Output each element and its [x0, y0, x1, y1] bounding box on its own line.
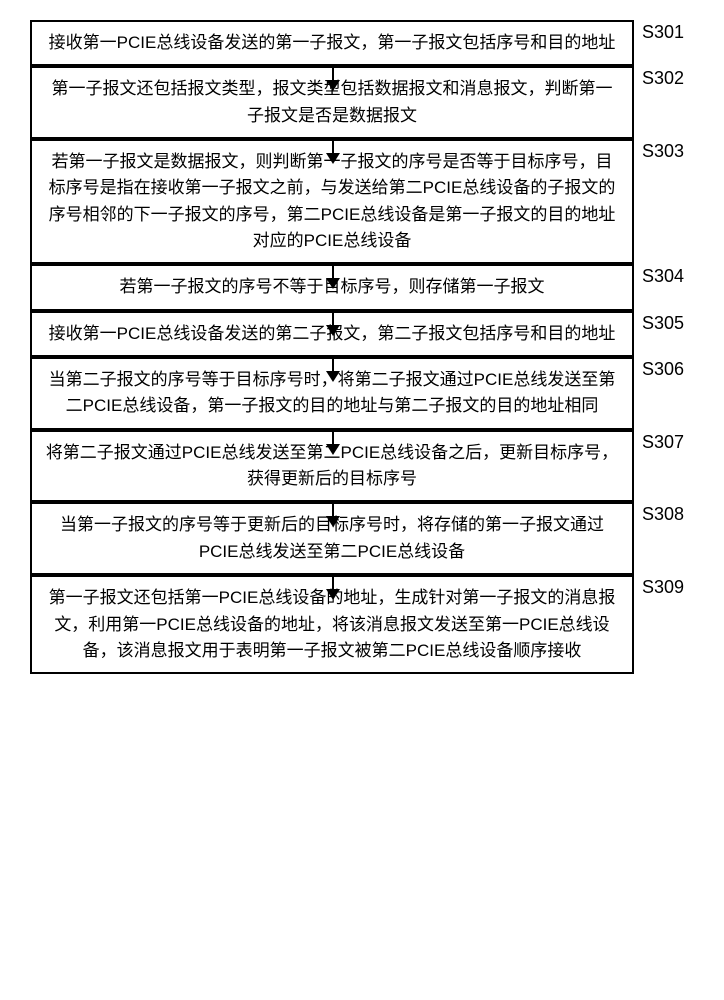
- step-box-s301: 接收第一PCIE总线设备发送的第一子报文，第一子报文包括序号和目的地址: [30, 20, 634, 66]
- step-label-s306: S306: [642, 357, 694, 380]
- step-container-1: 接收第一PCIE总线设备发送的第一子报文，第一子报文包括序号和目的地址 S301: [30, 20, 694, 66]
- step-label-s308: S308: [642, 502, 694, 525]
- step-label-s307: S307: [642, 430, 694, 453]
- step-label-s303: S303: [642, 139, 694, 162]
- step-container-8: 当第一子报文的序号等于更新后的目标序号时，将存储的第一子报文通过PCIE总线发送…: [30, 502, 694, 575]
- step-label-s309: S309: [642, 575, 694, 598]
- flowchart-container: 接收第一PCIE总线设备发送的第一子报文，第一子报文包括序号和目的地址 S301…: [30, 20, 694, 674]
- step-label-s305: S305: [642, 311, 694, 334]
- step-label-s302: S302: [642, 66, 694, 89]
- step-container-4: 若第一子报文的序号不等于目标序号，则存储第一子报文 S304: [30, 264, 694, 310]
- step-container-2: 第一子报文还包括报文类型，报文类型包括数据报文和消息报文，判断第一子报文是否是数…: [30, 66, 694, 139]
- step-container-9: 第一子报文还包括第一PCIE总线设备的地址，生成针对第一子报文的消息报文，利用第…: [30, 575, 694, 674]
- step-container-5: 接收第一PCIE总线设备发送的第二子报文，第二子报文包括序号和目的地址 S305: [30, 311, 694, 357]
- step-text: 接收第一PCIE总线设备发送的第一子报文，第一子报文包括序号和目的地址: [49, 30, 616, 56]
- step-container-3: 若第一子报文是数据报文，则判断第一子报文的序号是否等于目标序号，目标序号是指在接…: [30, 139, 694, 264]
- step-label-s301: S301: [642, 20, 694, 43]
- step-container-6: 当第二子报文的序号等于目标序号时，将第二子报文通过PCIE总线发送至第二PCIE…: [30, 357, 694, 430]
- step-container-7: 将第二子报文通过PCIE总线发送至第二PCIE总线设备之后，更新目标序号，获得更…: [30, 430, 694, 503]
- step-text: 若第一子报文是数据报文，则判断第一子报文的序号是否等于目标序号，目标序号是指在接…: [44, 149, 620, 254]
- step-label-s304: S304: [642, 264, 694, 287]
